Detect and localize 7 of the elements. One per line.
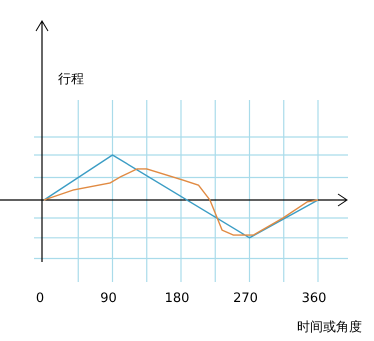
x-tick-label: 0 (36, 291, 44, 306)
x-tick-label: 180 (164, 291, 190, 306)
x-tick-label: 90 (100, 291, 117, 306)
x-axis-title: 时间或角度 (297, 319, 362, 335)
x-tick-label: 270 (233, 291, 258, 306)
text: 行程 (58, 72, 84, 87)
x-tick-label: 360 (302, 291, 326, 306)
